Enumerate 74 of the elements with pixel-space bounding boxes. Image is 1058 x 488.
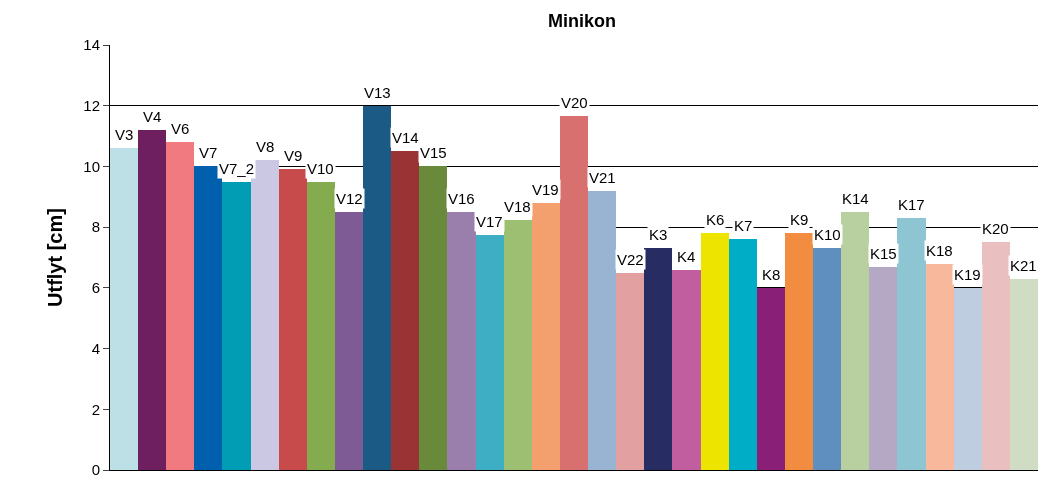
x-tick-label: K4: [677, 248, 696, 265]
y-tick-label: 14: [83, 36, 100, 54]
bar: [363, 106, 391, 470]
bar: [560, 116, 588, 470]
x-tick-label: K18: [926, 242, 953, 259]
bar: [869, 267, 897, 470]
bar: [532, 203, 560, 470]
bar: [222, 182, 251, 470]
x-tick-label: V6: [171, 120, 190, 137]
bar: [926, 264, 954, 470]
bar: [757, 288, 785, 470]
x-tick-label: V7_2: [219, 160, 255, 177]
x-tick-label: K8: [762, 266, 781, 283]
x-tick-label: V20: [561, 94, 588, 111]
x-tick-label: V15: [420, 144, 447, 161]
bar: [166, 142, 194, 470]
x-tick-label: V10: [307, 160, 334, 177]
y-tick-label: 12: [83, 96, 100, 114]
y-tick-label: 4: [91, 339, 100, 357]
x-tick-label: V3: [115, 126, 134, 143]
bar: [785, 233, 813, 470]
x-tick-label: K7: [734, 217, 753, 234]
bar: [672, 270, 701, 470]
x-tick-label: V13: [364, 84, 391, 101]
x-tick-label: V22: [617, 251, 644, 268]
bar: [419, 166, 447, 470]
chart-title: Minikon: [547, 11, 616, 32]
x-tick-label: K21: [1010, 257, 1037, 274]
x-tick-label: V16: [448, 190, 475, 207]
y-tick-label: 2: [91, 400, 100, 418]
bar: [813, 248, 841, 470]
x-tick-label: V4: [143, 108, 162, 125]
bar: [138, 130, 166, 470]
bar: [616, 273, 644, 470]
x-tick-label: V17: [476, 213, 503, 230]
bar: [729, 239, 757, 470]
bar: [391, 151, 419, 470]
x-tick-label: V7: [199, 144, 218, 161]
bar: [447, 212, 476, 470]
bar: [1010, 279, 1038, 470]
bar: [982, 242, 1010, 470]
bar: [110, 148, 138, 470]
x-tick-label: V21: [589, 169, 616, 186]
bar: [841, 212, 869, 470]
y-tick-label: 8: [91, 218, 100, 236]
x-tick-label: K17: [898, 196, 925, 213]
bar: [279, 169, 307, 470]
x-tick-label: V8: [256, 138, 275, 155]
x-tick-label: V14: [392, 129, 419, 146]
x-tick-label: V12: [336, 190, 363, 207]
y-tick-label: 0: [91, 461, 100, 479]
x-tick-label: K10: [814, 226, 841, 243]
x-tick-label: V9: [284, 147, 303, 164]
bar: [897, 218, 926, 470]
x-tick-label: K19: [954, 266, 981, 283]
x-tick-label: V18: [504, 198, 531, 215]
x-tick-label: K14: [842, 190, 869, 207]
bar: [307, 182, 335, 470]
bar: [588, 191, 616, 470]
y-tick-label: 6: [91, 279, 100, 297]
bar: [504, 220, 532, 470]
bar: [701, 233, 729, 470]
bar: [954, 288, 982, 470]
bar: [335, 212, 363, 470]
x-tick-label: K6: [706, 211, 725, 228]
x-tick-label: K3: [649, 226, 668, 243]
x-tick-label: V19: [532, 181, 559, 198]
bar: [644, 248, 672, 470]
x-tick-label: K15: [870, 245, 897, 262]
y-axis-title: Utflyt [cm]: [43, 208, 66, 307]
x-tick-label: K20: [982, 220, 1009, 237]
y-tick-label: 10: [83, 157, 100, 175]
bar: [476, 235, 504, 470]
x-tick-label: K9: [790, 211, 809, 228]
